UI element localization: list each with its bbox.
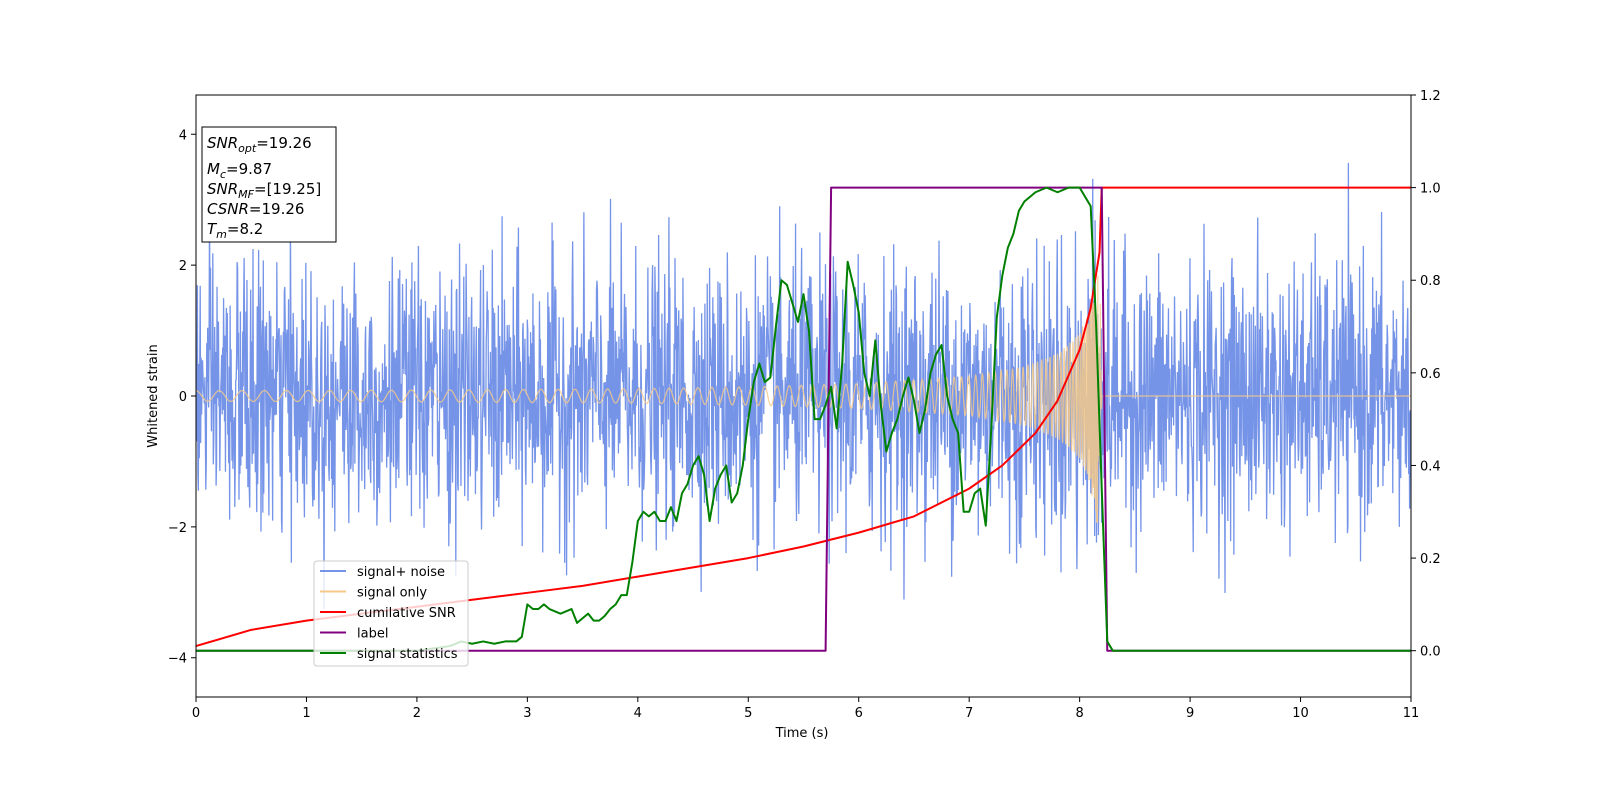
legend-label-4: signal statistics	[357, 647, 458, 662]
x-tick-label-11: 11	[1403, 706, 1420, 721]
x-tick-label-0: 0	[192, 706, 200, 721]
y2-tick-label-6: 1.2	[1420, 89, 1441, 104]
x-tick-label-2: 2	[413, 706, 421, 721]
y2-tick-label-0: 0.0	[1420, 645, 1441, 660]
annotation-mc: Mc=9.87	[207, 160, 272, 181]
x-tick-label-7: 7	[965, 706, 973, 721]
y-tick-label-1: −2	[168, 521, 187, 536]
legend-label-1: signal only	[357, 586, 427, 601]
annotation-csnr: CSNR=19.26	[207, 200, 304, 218]
annotation-snr-opt: SNRopt=19.26	[207, 134, 312, 155]
x-tick-label-1: 1	[302, 706, 310, 721]
y-tick-label-3: 2	[179, 259, 187, 274]
x-axis-label: Time (s)	[775, 726, 829, 741]
y-tick-label-4: 4	[179, 128, 187, 143]
y2-tick-label-4: 0.8	[1420, 274, 1441, 289]
annotation-tm: Tm=8.2	[207, 220, 263, 241]
x-axis-ticks: 0 1 2 3 4 5 6 7 8 9 10 11	[192, 697, 1419, 721]
series-signal-only	[196, 275, 1411, 523]
y2-tick-label-5: 1.0	[1420, 182, 1441, 197]
x-tick-label-8: 8	[1075, 706, 1083, 721]
y-axis-ticks: −4 −2 0 2 4	[168, 128, 196, 667]
y-axis-label: Whitened strain	[146, 344, 161, 447]
y-tick-label-2: 0	[179, 390, 187, 405]
y2-tick-label-3: 0.6	[1420, 367, 1441, 382]
series-signal-statistics	[196, 186, 1411, 652]
y2-tick-label-1: 0.2	[1420, 552, 1441, 567]
x-tick-label-9: 9	[1186, 706, 1194, 721]
y2-axis-ticks: 0.0 0.2 0.4 0.6 0.8 1.0 1.2	[1411, 89, 1441, 660]
legend-label-3: label	[357, 627, 388, 642]
legend-label-0: signal+ noise	[357, 565, 445, 580]
x-tick-label-6: 6	[855, 706, 863, 721]
x-tick-label-3: 3	[523, 706, 531, 721]
legend: signal+ noise signal only cumilative SNR la…	[313, 560, 469, 667]
series-signal-noise	[196, 162, 1411, 610]
x-tick-label-4: 4	[634, 706, 642, 721]
annotation-box: SNRopt=19.26 Mc=9.87 SNRMF=[19.25] CSNR=…	[201, 126, 337, 243]
y2-tick-label-2: 0.4	[1420, 459, 1441, 474]
x-tick-label-10: 10	[1292, 706, 1309, 721]
annotation-snr-mf: SNRMF=[19.25]	[207, 180, 321, 201]
legend-label-2: cumilative SNR	[357, 606, 456, 621]
x-tick-label-5: 5	[744, 706, 752, 721]
y-tick-label-0: −4	[168, 652, 187, 667]
